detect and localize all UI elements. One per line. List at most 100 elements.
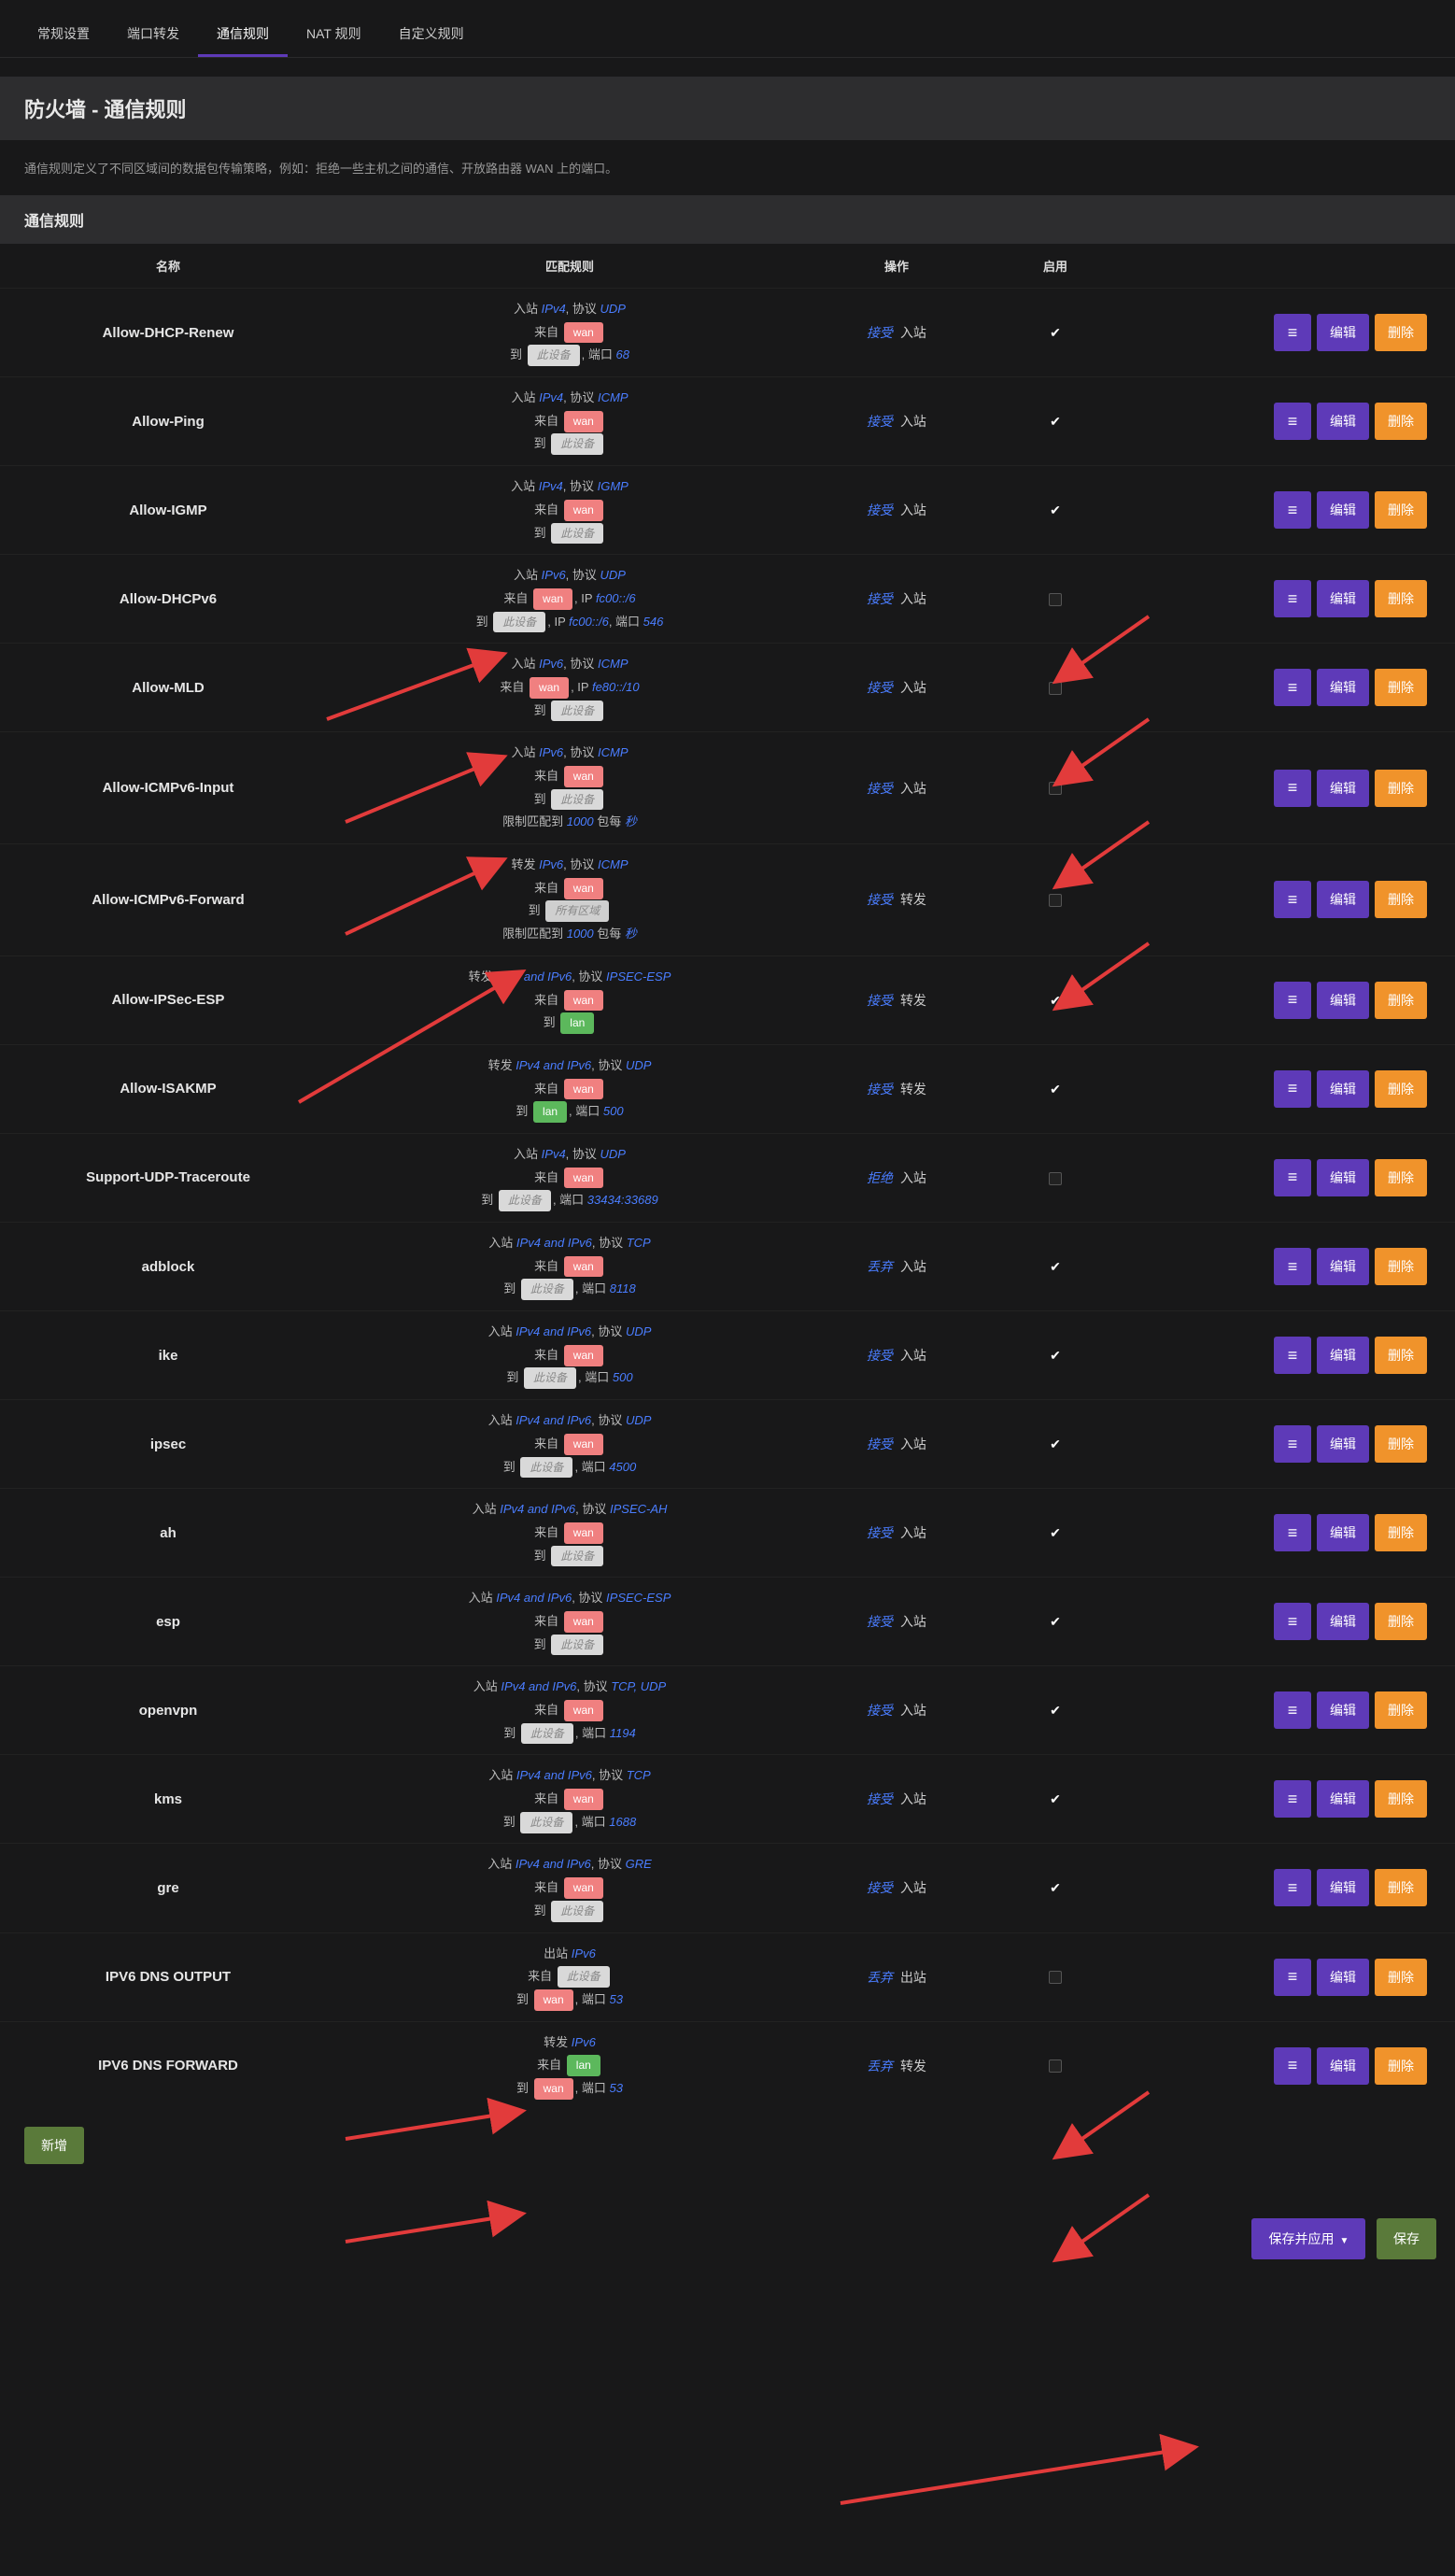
checkbox-checked-icon[interactable]: ✔ <box>1048 414 1063 429</box>
delete-button[interactable]: 删除 <box>1375 403 1427 440</box>
delete-button[interactable]: 删除 <box>1375 491 1427 529</box>
rule-enable[interactable] <box>990 1170 1121 1185</box>
tab-常规设置[interactable]: 常规设置 <box>19 13 108 57</box>
rule-enable[interactable]: ✔ <box>990 1703 1121 1718</box>
checkbox-checked-icon[interactable]: ✔ <box>1048 1703 1063 1718</box>
checkbox-checked-icon[interactable]: ✔ <box>1048 1082 1063 1097</box>
drag-handle-button[interactable]: ≡ <box>1274 669 1311 706</box>
checkbox-checked-icon[interactable]: ✔ <box>1048 325 1063 340</box>
rule-enable[interactable] <box>990 893 1121 908</box>
edit-button[interactable]: 编辑 <box>1317 770 1369 807</box>
rule-enable[interactable] <box>990 591 1121 606</box>
drag-handle-button[interactable]: ≡ <box>1274 491 1311 529</box>
checkbox-checked-icon[interactable]: ✔ <box>1048 993 1063 1008</box>
drag-handle-button[interactable]: ≡ <box>1274 982 1311 1019</box>
delete-button[interactable]: 删除 <box>1375 1780 1427 1818</box>
tab-端口转发[interactable]: 端口转发 <box>108 13 198 57</box>
drag-handle-button[interactable]: ≡ <box>1274 2047 1311 2085</box>
drag-handle-button[interactable]: ≡ <box>1274 1691 1311 1729</box>
edit-button[interactable]: 编辑 <box>1317 1070 1369 1108</box>
rule-enable[interactable] <box>990 781 1121 796</box>
rule-enable[interactable]: ✔ <box>990 1259 1121 1274</box>
checkbox-checked-icon[interactable]: ✔ <box>1048 1348 1063 1363</box>
rule-enable[interactable]: ✔ <box>990 1437 1121 1451</box>
drag-handle-button[interactable]: ≡ <box>1274 314 1311 351</box>
rule-enable[interactable]: ✔ <box>990 1525 1121 1540</box>
delete-button[interactable]: 删除 <box>1375 1337 1427 1374</box>
drag-handle-button[interactable]: ≡ <box>1274 1959 1311 1996</box>
edit-button[interactable]: 编辑 <box>1317 1514 1369 1551</box>
checkbox-checked-icon[interactable]: ✔ <box>1048 1880 1063 1895</box>
edit-button[interactable]: 编辑 <box>1317 580 1369 617</box>
tab-自定义规则[interactable]: 自定义规则 <box>380 13 483 57</box>
edit-button[interactable]: 编辑 <box>1317 1159 1369 1196</box>
edit-button[interactable]: 编辑 <box>1317 314 1369 351</box>
edit-button[interactable]: 编辑 <box>1317 1337 1369 1374</box>
drag-handle-button[interactable]: ≡ <box>1274 1780 1311 1818</box>
checkbox-checked-icon[interactable]: ✔ <box>1048 1791 1063 1806</box>
delete-button[interactable]: 删除 <box>1375 1514 1427 1551</box>
delete-button[interactable]: 删除 <box>1375 2047 1427 2085</box>
edit-button[interactable]: 编辑 <box>1317 2047 1369 2085</box>
drag-handle-button[interactable]: ≡ <box>1274 1248 1311 1285</box>
delete-button[interactable]: 删除 <box>1375 770 1427 807</box>
checkbox-checked-icon[interactable]: ✔ <box>1048 1259 1063 1274</box>
checkbox-unchecked-icon[interactable] <box>1049 593 1062 606</box>
checkbox-unchecked-icon[interactable] <box>1049 1971 1062 1984</box>
checkbox-checked-icon[interactable]: ✔ <box>1048 1614 1063 1629</box>
drag-handle-button[interactable]: ≡ <box>1274 1869 1311 1906</box>
delete-button[interactable]: 删除 <box>1375 982 1427 1019</box>
rule-enable[interactable]: ✔ <box>990 1791 1121 1806</box>
edit-button[interactable]: 编辑 <box>1317 1959 1369 1996</box>
delete-button[interactable]: 删除 <box>1375 1691 1427 1729</box>
checkbox-checked-icon[interactable]: ✔ <box>1048 1437 1063 1451</box>
delete-button[interactable]: 删除 <box>1375 1959 1427 1996</box>
rule-enable[interactable] <box>990 2059 1121 2074</box>
edit-button[interactable]: 编辑 <box>1317 982 1369 1019</box>
tab-通信规则[interactable]: 通信规则 <box>198 13 288 57</box>
drag-handle-button[interactable]: ≡ <box>1274 580 1311 617</box>
edit-button[interactable]: 编辑 <box>1317 881 1369 918</box>
delete-button[interactable]: 删除 <box>1375 580 1427 617</box>
rule-enable[interactable]: ✔ <box>990 1880 1121 1895</box>
delete-button[interactable]: 删除 <box>1375 1248 1427 1285</box>
checkbox-unchecked-icon[interactable] <box>1049 782 1062 795</box>
edit-button[interactable]: 编辑 <box>1317 491 1369 529</box>
rule-enable[interactable]: ✔ <box>990 502 1121 517</box>
drag-handle-button[interactable]: ≡ <box>1274 1603 1311 1640</box>
drag-handle-button[interactable]: ≡ <box>1274 1514 1311 1551</box>
delete-button[interactable]: 删除 <box>1375 314 1427 351</box>
edit-button[interactable]: 编辑 <box>1317 1691 1369 1729</box>
delete-button[interactable]: 删除 <box>1375 1869 1427 1906</box>
edit-button[interactable]: 编辑 <box>1317 1248 1369 1285</box>
save-button[interactable]: 保存 <box>1377 2218 1436 2259</box>
rule-enable[interactable]: ✔ <box>990 1614 1121 1629</box>
drag-handle-button[interactable]: ≡ <box>1274 1070 1311 1108</box>
drag-handle-button[interactable]: ≡ <box>1274 403 1311 440</box>
rule-enable[interactable]: ✔ <box>990 1348 1121 1363</box>
checkbox-checked-icon[interactable]: ✔ <box>1048 1525 1063 1540</box>
tab-NAT 规则[interactable]: NAT 规则 <box>288 13 380 57</box>
checkbox-unchecked-icon[interactable] <box>1049 1172 1062 1185</box>
drag-handle-button[interactable]: ≡ <box>1274 1159 1311 1196</box>
delete-button[interactable]: 删除 <box>1375 1425 1427 1463</box>
delete-button[interactable]: 删除 <box>1375 881 1427 918</box>
edit-button[interactable]: 编辑 <box>1317 669 1369 706</box>
save-apply-button[interactable]: 保存并应用▼ <box>1251 2218 1365 2259</box>
edit-button[interactable]: 编辑 <box>1317 1425 1369 1463</box>
edit-button[interactable]: 编辑 <box>1317 1603 1369 1640</box>
edit-button[interactable]: 编辑 <box>1317 403 1369 440</box>
rule-enable[interactable]: ✔ <box>990 1082 1121 1097</box>
drag-handle-button[interactable]: ≡ <box>1274 881 1311 918</box>
rule-enable[interactable]: ✔ <box>990 325 1121 340</box>
drag-handle-button[interactable]: ≡ <box>1274 1425 1311 1463</box>
add-button[interactable]: 新增 <box>24 2127 84 2164</box>
delete-button[interactable]: 删除 <box>1375 669 1427 706</box>
rule-enable[interactable]: ✔ <box>990 993 1121 1008</box>
checkbox-checked-icon[interactable]: ✔ <box>1048 502 1063 517</box>
checkbox-unchecked-icon[interactable] <box>1049 2059 1062 2073</box>
checkbox-unchecked-icon[interactable] <box>1049 682 1062 695</box>
delete-button[interactable]: 删除 <box>1375 1159 1427 1196</box>
delete-button[interactable]: 删除 <box>1375 1603 1427 1640</box>
rule-enable[interactable] <box>990 1970 1121 1985</box>
